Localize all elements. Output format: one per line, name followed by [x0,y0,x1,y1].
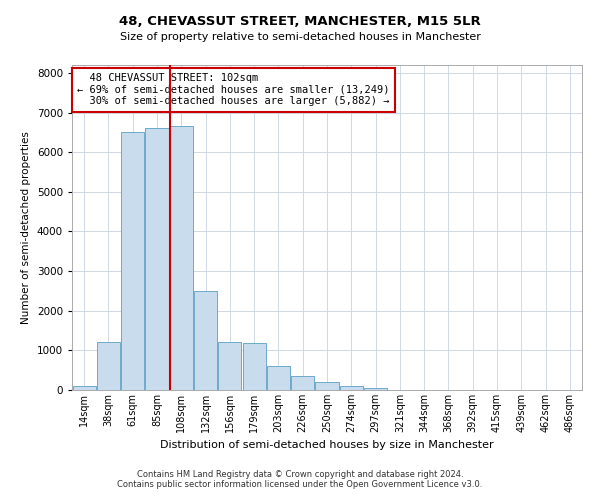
Bar [121,132,144,390]
X-axis label: Distribution of semi-detached houses by size in Manchester: Distribution of semi-detached houses by … [160,440,494,450]
Bar [145,128,169,390]
Text: Contains HM Land Registry data © Crown copyright and database right 2024.
Contai: Contains HM Land Registry data © Crown c… [118,470,482,489]
Bar [291,376,314,390]
Bar [242,343,266,390]
Bar [170,126,193,390]
Bar [267,366,290,390]
Text: 48 CHEVASSUT STREET: 102sqm
← 69% of semi-detached houses are smaller (13,249)
 : 48 CHEVASSUT STREET: 102sqm ← 69% of sem… [77,73,389,106]
Bar [194,291,217,390]
Bar [73,386,95,390]
Bar [364,388,387,390]
Y-axis label: Number of semi-detached properties: Number of semi-detached properties [21,131,31,324]
Bar [218,342,241,390]
Text: 48, CHEVASSUT STREET, MANCHESTER, M15 5LR: 48, CHEVASSUT STREET, MANCHESTER, M15 5L… [119,15,481,28]
Bar [316,382,338,390]
Bar [340,386,363,390]
Text: Size of property relative to semi-detached houses in Manchester: Size of property relative to semi-detach… [119,32,481,42]
Bar [97,342,120,390]
